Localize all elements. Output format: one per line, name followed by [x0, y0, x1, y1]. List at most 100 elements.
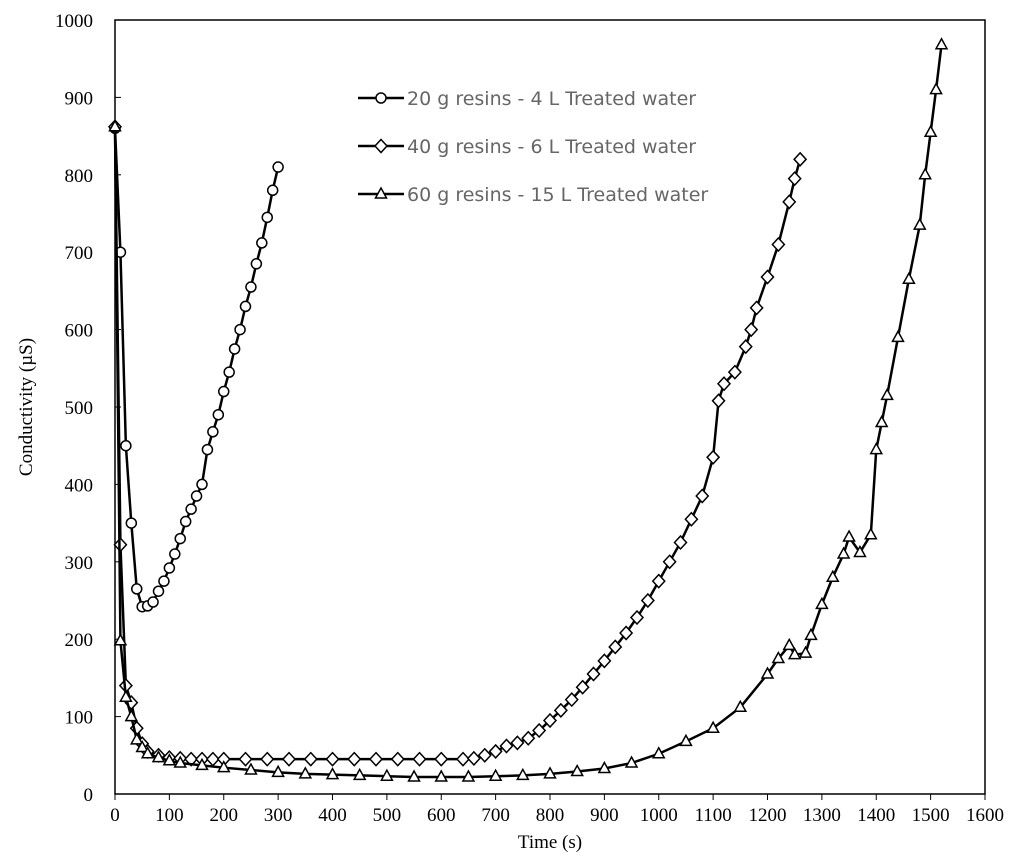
data-point [706, 449, 721, 465]
data-point [163, 562, 176, 574]
data-point [749, 300, 764, 316]
data-point [793, 151, 808, 167]
data-point [711, 393, 726, 409]
data-point [477, 747, 492, 763]
data-point [238, 751, 253, 767]
data-point [782, 194, 797, 210]
data-point [266, 184, 279, 197]
data-point [804, 627, 818, 641]
data-point [239, 300, 252, 313]
x-tick-label: 1100 [694, 805, 731, 826]
x-tick-label: 1500 [912, 805, 950, 826]
x-tick-label: 900 [590, 805, 619, 826]
data-point [119, 689, 133, 702]
data-point [125, 517, 138, 529]
data-point [113, 633, 128, 646]
data-point [140, 746, 155, 759]
data-point [532, 722, 547, 739]
data-point [466, 750, 481, 767]
x-tick-label: 1000 [640, 805, 678, 826]
data-point [250, 258, 263, 270]
data-point [298, 766, 313, 779]
data-point [195, 757, 209, 771]
x-tick-label: 1200 [749, 805, 787, 826]
data-point [651, 573, 666, 589]
data-point [597, 760, 612, 774]
data-point [271, 764, 285, 778]
x-tick-label: 800 [536, 805, 565, 826]
data-point [228, 343, 241, 355]
data-point [152, 585, 165, 597]
data-point [629, 609, 645, 626]
data-point [120, 439, 132, 452]
y-tick-label: 400 [65, 475, 94, 496]
x-tick-label: 100 [155, 805, 184, 826]
data-point [651, 746, 666, 759]
data-point [390, 751, 405, 767]
data-point [461, 769, 476, 782]
data-point [281, 751, 297, 767]
data-point [169, 548, 181, 560]
data-point [521, 730, 536, 746]
data-point [223, 366, 235, 378]
x-axis-label: Time (s) [518, 832, 582, 853]
y-tick-label: 1000 [55, 11, 93, 32]
data-point [207, 426, 219, 438]
legend-marker [374, 186, 388, 199]
data-point [325, 767, 340, 780]
data-point [880, 387, 894, 401]
data-point [744, 321, 759, 338]
data-point [488, 768, 503, 781]
x-tick-label: 1300 [803, 805, 841, 826]
x-tick-label: 400 [318, 805, 347, 826]
data-point [212, 408, 225, 421]
data-point [543, 766, 557, 779]
data-point [673, 534, 688, 551]
data-point [261, 211, 273, 224]
data-point [303, 751, 318, 767]
data-point [179, 515, 192, 528]
data-point [902, 271, 916, 285]
data-point [738, 339, 753, 355]
data-point [679, 733, 693, 747]
data-point [869, 442, 884, 455]
data-point [173, 755, 188, 768]
data-point [129, 732, 144, 745]
y-tick-label: 100 [65, 708, 94, 729]
data-point [684, 511, 699, 527]
data-point [575, 679, 590, 695]
data-point [733, 699, 748, 713]
data-point [434, 769, 449, 782]
data-point [162, 753, 177, 766]
x-tick-label: 600 [427, 805, 456, 826]
data-point [190, 490, 203, 502]
data-point [434, 751, 449, 767]
x-tick-label: 700 [481, 805, 510, 826]
legend-marker [375, 92, 387, 104]
data-point [108, 119, 122, 132]
data-point [499, 738, 514, 754]
y-tick-label: 700 [65, 243, 94, 264]
data-point [455, 751, 471, 767]
data-point [771, 650, 786, 664]
data-point [782, 637, 797, 651]
x-tick-label: 300 [264, 805, 293, 826]
legend-label: 40 g resins - 6 L Treated water [407, 136, 696, 158]
y-tick-label: 500 [65, 398, 94, 419]
data-point [874, 414, 889, 428]
data-point [608, 639, 623, 655]
y-tick-label: 800 [65, 166, 94, 187]
series-line [113, 126, 802, 761]
y-tick-label: 200 [65, 630, 94, 651]
y-tick-label: 300 [65, 553, 94, 574]
x-tick-label: 1600 [966, 805, 1004, 826]
data-point [760, 269, 775, 285]
data-point [640, 592, 655, 609]
y-tick-label: 900 [65, 88, 94, 109]
data-point [842, 529, 856, 542]
data-point [597, 653, 612, 669]
data-point [891, 329, 905, 343]
data-point [553, 702, 568, 719]
series-line [113, 128, 280, 609]
data-point [771, 236, 786, 253]
